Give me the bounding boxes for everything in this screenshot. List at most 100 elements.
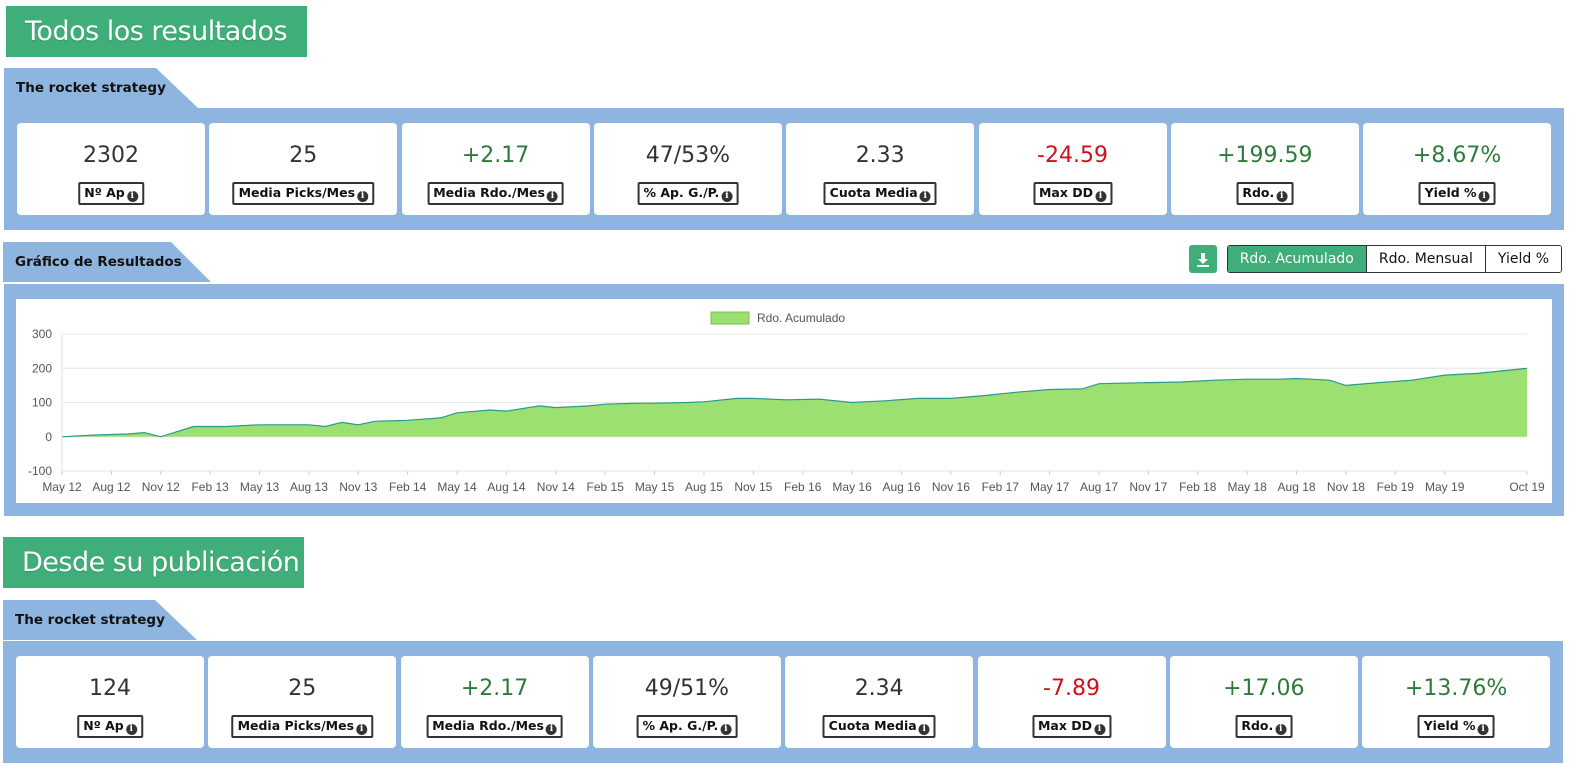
x-tick-label: Feb 16 [784, 480, 822, 494]
stat-label-button[interactable]: Nº Ap i [77, 715, 143, 738]
stat-label-text: Media Picks/Mes [238, 185, 356, 200]
stat-label-text: Media Rdo./Mes [432, 718, 544, 733]
stat-label-text: Rdo. [1242, 185, 1275, 200]
stat-label-button[interactable]: Media Rdo./Mes i [427, 182, 564, 205]
info-icon[interactable]: i [918, 724, 930, 735]
x-tick-label: Feb 13 [191, 480, 229, 494]
x-tick-label: Nov 17 [1129, 480, 1167, 494]
info-icon[interactable]: i [919, 191, 931, 202]
stat-label-button[interactable]: Media Picks/Mes i [232, 182, 375, 205]
stat-label-text: Media Rdo./Mes [433, 185, 545, 200]
chart-container: 300 200 100 0 -100 May 12 Aug 12 Nov 12 Feb 13 Ma… [16, 299, 1552, 503]
x-tick-label: May 14 [437, 480, 477, 494]
area-series [62, 368, 1527, 437]
x-tick-label: Feb 17 [982, 480, 1020, 494]
info-icon[interactable]: i [1094, 724, 1106, 735]
stat-label-button[interactable]: Media Rdo./Mes i [426, 715, 563, 738]
x-tick-label: May 18 [1227, 480, 1267, 494]
stat-label-button[interactable]: Rdo. i [1236, 182, 1294, 205]
x-tick-label: May 16 [832, 480, 872, 494]
stat-label-text: Nº Ap [83, 718, 124, 733]
stat-label-button[interactable]: % Ap. G./P. i [637, 182, 739, 205]
stat-value: -24.59 [1037, 143, 1108, 168]
stat-label-button[interactable]: Rdo. i [1235, 715, 1293, 738]
stat-label-button[interactable]: % Ap. G./P. i [636, 715, 738, 738]
legend-label: Rdo. Acumulado [757, 311, 845, 325]
x-tick-label: Nov 14 [537, 480, 575, 494]
y-tick-label: 200 [32, 361, 52, 375]
y-tick-label: 300 [32, 327, 52, 341]
legend-swatch [710, 311, 750, 325]
cumulative-result-chart: 300 200 100 0 -100 May 12 Aug 12 Nov 12 Feb 13 Ma… [28, 311, 1545, 494]
info-icon[interactable]: i [546, 191, 558, 202]
stat-label-text: Cuota Media [829, 185, 918, 200]
stat-label-text: % Ap. G./P. [643, 185, 720, 200]
x-tick-label: Nov 13 [339, 480, 377, 494]
download-button[interactable] [1188, 245, 1217, 273]
stat-label-button[interactable]: Media Picks/Mes i [231, 715, 374, 738]
stat-value: +17.06 [1223, 676, 1305, 701]
stat-card-n-ap: 124 Nº Ap i [16, 656, 204, 748]
stats-panel-all: 2302 Nº Ap i 25 Media Picks/Mes i +2.17 Media R… [4, 108, 1564, 230]
stat-label-button[interactable]: Cuota Media i [823, 182, 937, 205]
stat-value: +8.67% [1412, 143, 1502, 168]
x-tick-label: Aug 15 [685, 480, 723, 494]
info-icon[interactable]: i [720, 724, 732, 735]
stat-card-n-ap: 2302 Nº Ap i [17, 123, 205, 215]
stat-label-button[interactable]: Nº Ap i [78, 182, 144, 205]
chart-mode-button-yield[interactable]: Yield % [1484, 246, 1561, 272]
x-tick-label: Aug 13 [290, 480, 328, 494]
info-icon[interactable]: i [545, 724, 557, 735]
x-tick-label: Aug 18 [1278, 480, 1316, 494]
info-icon[interactable]: i [357, 191, 369, 202]
info-icon[interactable]: i [126, 191, 138, 202]
stat-card-ap-g-p: 47/53% % Ap. G./P. i [593, 123, 782, 215]
stat-label-text: Yield % [1424, 185, 1477, 200]
stat-value: +2.17 [460, 676, 529, 701]
info-icon[interactable]: i [1275, 724, 1287, 735]
chart-mode-button-rdo-acumulado[interactable]: Rdo. Acumulado [1227, 246, 1366, 272]
x-tick-label: Aug 12 [92, 480, 130, 494]
stat-label-button[interactable]: Max DD i [1031, 715, 1112, 738]
chart-controls: Rdo. Acumulado Rdo. Mensual Yield % [1188, 245, 1562, 273]
stat-card-media-rdo-mes: +2.17 Media Rdo./Mes i [401, 123, 590, 215]
stat-value: 49/51% [644, 676, 730, 701]
strategy-name-2: The rocket strategy [15, 612, 165, 628]
info-icon[interactable]: i [721, 191, 733, 202]
stat-card-media-picks-mes: 25 Media Picks/Mes i [209, 123, 398, 215]
x-tick-label: May 13 [240, 480, 280, 494]
info-icon[interactable]: i [1095, 191, 1107, 202]
stat-value: +13.76% [1404, 676, 1508, 701]
section-title-since-publication: Desde su publicación [3, 537, 304, 588]
strategy-name: The rocket strategy [16, 80, 166, 96]
stat-card-media-rdo-mes: +2.17 Media Rdo./Mes i [400, 656, 589, 748]
stat-label-text: Max DD [1038, 185, 1094, 200]
x-tick-label: May 12 [42, 480, 82, 494]
info-icon[interactable]: i [1478, 191, 1490, 202]
stats-panel-since-publication: 124 Nº Ap i 25 Media Picks/Mes i +2.17 Media Rd… [3, 641, 1563, 763]
area-series-line [61, 367, 1528, 438]
stat-value: 2302 [83, 143, 139, 168]
chart-mode-button-rdo-mensual[interactable]: Rdo. Mensual [1365, 246, 1485, 272]
x-tick-label: Feb 15 [587, 480, 625, 494]
info-icon[interactable]: i [125, 724, 137, 735]
x-tick-label: Nov 18 [1327, 480, 1365, 494]
info-icon[interactable]: i [356, 724, 368, 735]
info-icon[interactable]: i [1477, 724, 1489, 735]
x-tick-label: Nov 16 [932, 480, 970, 494]
stat-label-text: Max DD [1037, 718, 1093, 733]
stat-card-max-dd: -24.59 Max DD i [978, 123, 1167, 215]
stat-card-max-dd: -7.89 Max DD i [977, 656, 1166, 748]
section-title-all-results: Todos los resultados [6, 6, 307, 57]
stat-label-button[interactable]: Yield % i [1417, 715, 1495, 738]
x-tick-label: Feb 19 [1377, 480, 1415, 494]
stat-label-button[interactable]: Yield % i [1418, 182, 1496, 205]
stat-label-button[interactable]: Max DD i [1032, 182, 1113, 205]
download-icon [1196, 253, 1209, 267]
info-icon[interactable]: i [1276, 191, 1288, 202]
stat-card-rdo: +17.06 Rdo. i [1169, 656, 1358, 748]
stat-label-button[interactable]: Cuota Media i [822, 715, 936, 738]
strategy-tab-label: The rocket strategy [4, 68, 204, 108]
stat-label-text: Yield % [1423, 718, 1476, 733]
stat-label-text: Cuota Media [828, 718, 917, 733]
